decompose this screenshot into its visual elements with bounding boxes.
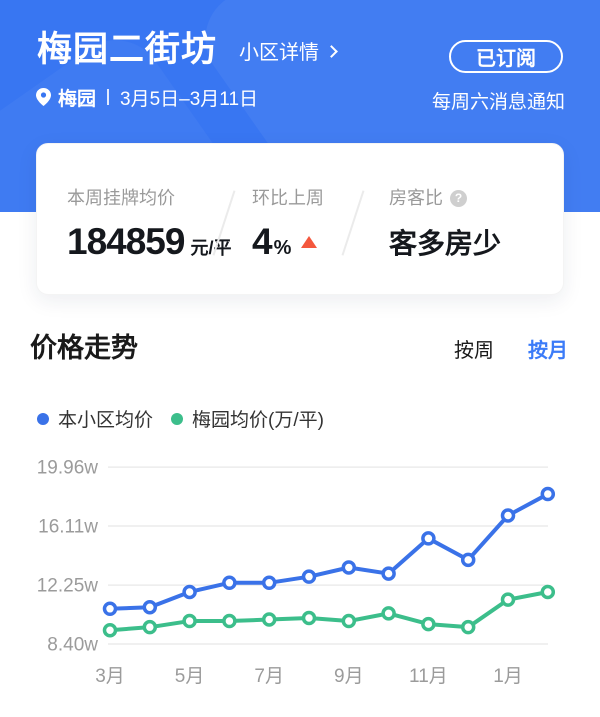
svg-text:11月: 11月 xyxy=(409,666,448,687)
ratio-value: 客多房少 xyxy=(389,228,502,259)
notify-note: 每周六消息通知 xyxy=(431,92,565,113)
divider xyxy=(341,190,365,256)
arrow-up-icon xyxy=(301,236,318,248)
ratio-label: 房客比 xyxy=(389,188,443,208)
legend-label: 梅园均价(万/平) xyxy=(192,410,324,431)
section-title: 价格走势 xyxy=(30,333,138,363)
title-row: 梅园二街坊 小区详情 xyxy=(37,28,338,72)
help-icon[interactable]: ? xyxy=(450,189,467,207)
chevron-right-icon xyxy=(325,44,338,58)
date-range: 3月5日–3月11日 xyxy=(120,88,259,110)
legend-item-district: 梅园均价(万/平) xyxy=(171,405,324,432)
svg-text:16.11w: 16.11w xyxy=(38,517,98,538)
period-tabs: 按周 按月 xyxy=(454,334,568,363)
svg-text:5月: 5月 xyxy=(175,666,205,687)
community-detail-link[interactable]: 小区详情 xyxy=(239,36,338,65)
stat-wow-change: 环比上周 4 % xyxy=(252,187,324,261)
svg-text:3月: 3月 xyxy=(95,666,125,687)
location-pin-icon xyxy=(36,88,51,106)
location-name: 梅园 xyxy=(58,88,97,110)
legend-dot-green xyxy=(171,412,184,425)
svg-text:19.96w: 19.96w xyxy=(37,458,99,479)
wow-change-unit: % xyxy=(273,237,292,259)
stat-label: 本周挂牌均价 xyxy=(67,188,175,208)
tab-by-week[interactable]: 按周 xyxy=(454,339,494,362)
wow-change-value: 4 xyxy=(252,221,273,262)
divider xyxy=(107,89,110,105)
stat-listing-price: 本周挂牌均价 184859 元/平 xyxy=(67,187,231,261)
svg-text:8.40w: 8.40w xyxy=(47,635,98,656)
stat-ratio: 房客比 ? 客多房少 xyxy=(389,187,501,259)
svg-text:12.25w: 12.25w xyxy=(37,576,99,597)
listing-price-value: 184859 xyxy=(67,221,185,262)
svg-text:1月: 1月 xyxy=(493,666,523,687)
location-row: 梅园 3月5日–3月11日 xyxy=(36,85,259,110)
legend-item-community: 本小区均价 xyxy=(37,405,153,432)
listing-price-unit: 元/平 xyxy=(190,238,232,258)
subscribed-button[interactable]: 已订阅 xyxy=(449,40,563,73)
svg-text:9月: 9月 xyxy=(334,666,364,687)
stats-card: 本周挂牌均价 184859 元/平 环比上周 4 % 房客比 ? 客多房少 xyxy=(36,143,564,295)
community-title: 梅园二街坊 xyxy=(37,30,218,69)
detail-link-label: 小区详情 xyxy=(239,41,320,64)
legend-label: 本小区均价 xyxy=(58,410,154,431)
tab-by-month[interactable]: 按月 xyxy=(528,339,568,362)
legend-dot-blue xyxy=(37,412,49,425)
svg-text:7月: 7月 xyxy=(254,666,284,687)
trend-header: 价格走势 按周 按月 xyxy=(30,330,568,366)
price-trend-chart[interactable]: 8.40w 12.25w 16.11w 19.96w 3月 5月 7月 9月 11月 1月 xyxy=(0,440,600,717)
stat-label: 房客比 ? xyxy=(389,187,501,209)
chart-legend: 本小区均价 梅园均价(万/平) xyxy=(37,405,324,432)
stat-label: 环比上周 xyxy=(252,188,324,208)
